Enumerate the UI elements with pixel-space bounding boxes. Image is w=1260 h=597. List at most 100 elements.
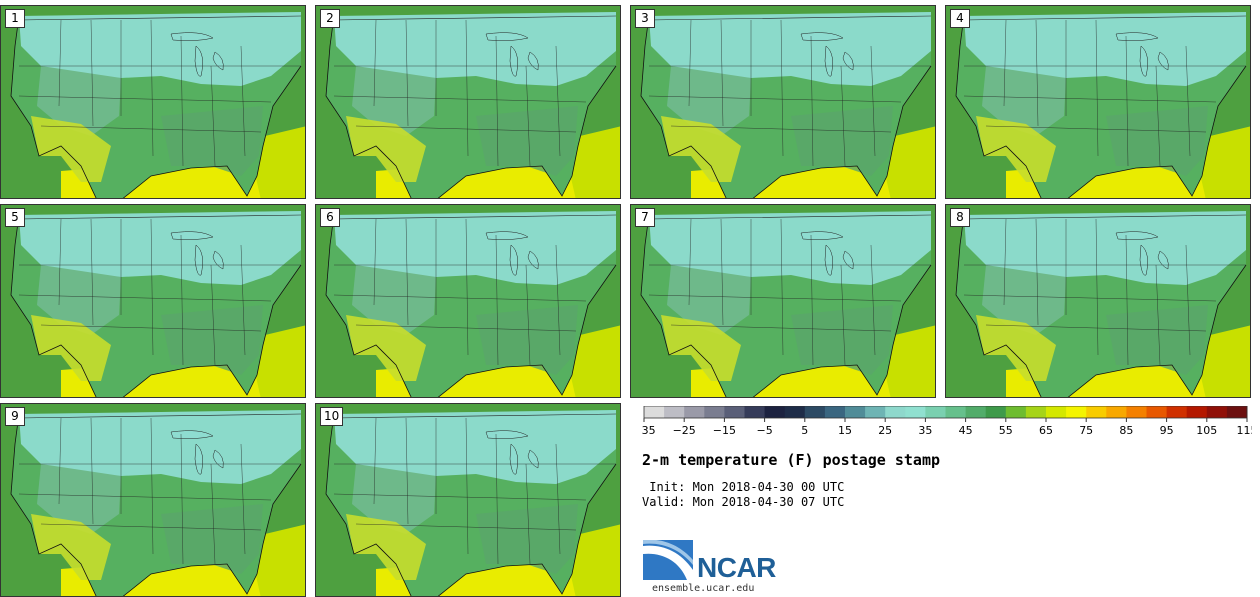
colorbar-segment — [945, 406, 967, 418]
lake-superior — [800, 231, 844, 240]
member-number: 9 — [5, 407, 25, 426]
colorbar-segment — [865, 406, 886, 418]
canada-border — [648, 214, 932, 220]
state-borders — [333, 218, 616, 366]
site-url[interactable]: ensemble.ucar.edu — [652, 583, 755, 594]
southwest-warm-region — [31, 514, 111, 580]
colorbar-segment — [1106, 406, 1127, 418]
temperature-colorbar: −35 −25 −15 −5 5 15 25 35 45 55 65 75 85 95 105 115 — [642, 406, 1252, 437]
member-panel[interactable]: 10 — [315, 403, 621, 597]
rockies-region — [352, 464, 436, 534]
member-number: 5 — [5, 208, 25, 227]
state-borders — [648, 19, 931, 167]
member-panel[interactable]: 7 — [630, 204, 936, 398]
colorbar-segment — [744, 406, 766, 418]
colorbar-segment — [1046, 406, 1067, 418]
colorbar-tick-label: 65 — [1039, 424, 1053, 437]
rockies-region — [37, 464, 121, 534]
lake-huron — [527, 250, 539, 270]
init-time: Init: Mon 2018-04-30 00 UTC — [642, 480, 845, 494]
lake-michigan — [194, 45, 203, 77]
colorbar-tick-label: 55 — [999, 424, 1013, 437]
lake-michigan — [509, 443, 518, 475]
canada-border — [963, 15, 1247, 21]
southwest-warm-region — [346, 514, 426, 580]
colorbar-segment — [644, 406, 665, 418]
canada-border — [333, 15, 617, 21]
member-number: 8 — [950, 208, 970, 227]
southeast-region — [161, 504, 263, 574]
southwest-warm-region — [661, 116, 741, 182]
lake-superior — [170, 32, 214, 41]
southwest-warm-region — [346, 315, 426, 381]
colorbar-tick-label: −15 — [713, 424, 736, 437]
colorbar-segment — [885, 406, 906, 418]
state-borders — [18, 19, 301, 167]
canada-border — [333, 214, 617, 220]
member-panel[interactable]: 9 — [0, 403, 306, 597]
lake-huron — [527, 449, 539, 469]
state-borders — [963, 19, 1246, 167]
temperature-map — [316, 205, 620, 397]
colorbar-tick-label: 25 — [878, 424, 892, 437]
rockies-region — [37, 66, 121, 136]
coastline — [325, 413, 617, 596]
member-panel[interactable]: 6 — [315, 204, 621, 398]
colorbar-segment — [784, 406, 806, 418]
southeast-region — [476, 504, 578, 574]
lake-huron — [1157, 250, 1169, 270]
coastline — [325, 15, 617, 198]
colorbar-tick-label: 35 — [918, 424, 932, 437]
member-panel[interactable]: 4 — [945, 5, 1251, 199]
northern-cold-region — [19, 410, 301, 484]
temperature-map — [1, 6, 305, 198]
member-panel[interactable]: 2 — [315, 5, 621, 199]
lake-michigan — [509, 244, 518, 276]
ncar-logo-text: NCAR — [697, 552, 776, 583]
member-panel[interactable]: 3 — [630, 5, 936, 199]
northern-cold-region — [964, 211, 1246, 285]
member-panel[interactable]: 1 — [0, 5, 306, 199]
lake-superior — [485, 231, 529, 240]
lake-michigan — [194, 244, 203, 276]
southeast-region — [791, 305, 893, 375]
southwest-warm-region — [976, 116, 1056, 182]
colorbar-segment — [1166, 406, 1188, 418]
northern-cold-region — [964, 12, 1246, 86]
member-panel[interactable]: 5 — [0, 204, 306, 398]
temperature-map — [1, 205, 305, 397]
rockies-region — [982, 66, 1066, 136]
state-borders — [648, 218, 931, 366]
lake-huron — [1157, 51, 1169, 71]
lake-superior — [1115, 231, 1159, 240]
rockies-region — [667, 265, 751, 335]
colorbar-segment — [1186, 406, 1208, 418]
lake-superior — [1115, 32, 1159, 41]
member-panel[interactable]: 8 — [945, 204, 1251, 398]
colorbar-segment — [845, 406, 866, 418]
rockies-region — [352, 265, 436, 335]
canada-border — [963, 214, 1247, 220]
lake-huron — [842, 51, 854, 71]
colorbar-tick-label: −5 — [756, 424, 772, 437]
lake-michigan — [824, 45, 833, 77]
colorbar-tick-label: −35 — [642, 424, 656, 437]
southwest-warm-region — [661, 315, 741, 381]
southwest-warm-region — [346, 116, 426, 182]
canada-border — [18, 413, 302, 419]
colorbar-segment — [1126, 406, 1147, 418]
colorbar-tick-label: 85 — [1119, 424, 1133, 437]
colorbar-segment — [824, 406, 846, 418]
temperature-map — [631, 6, 935, 198]
lake-michigan — [824, 244, 833, 276]
lake-huron — [527, 51, 539, 71]
colorbar-tick-label: 15 — [838, 424, 852, 437]
canada-border — [648, 15, 932, 21]
lake-michigan — [1139, 45, 1148, 77]
northern-cold-region — [334, 211, 616, 285]
temperature-map — [1, 404, 305, 596]
southwest-warm-region — [31, 116, 111, 182]
temperature-map — [946, 6, 1250, 198]
southwest-warm-region — [976, 315, 1056, 381]
canada-border — [18, 214, 302, 220]
